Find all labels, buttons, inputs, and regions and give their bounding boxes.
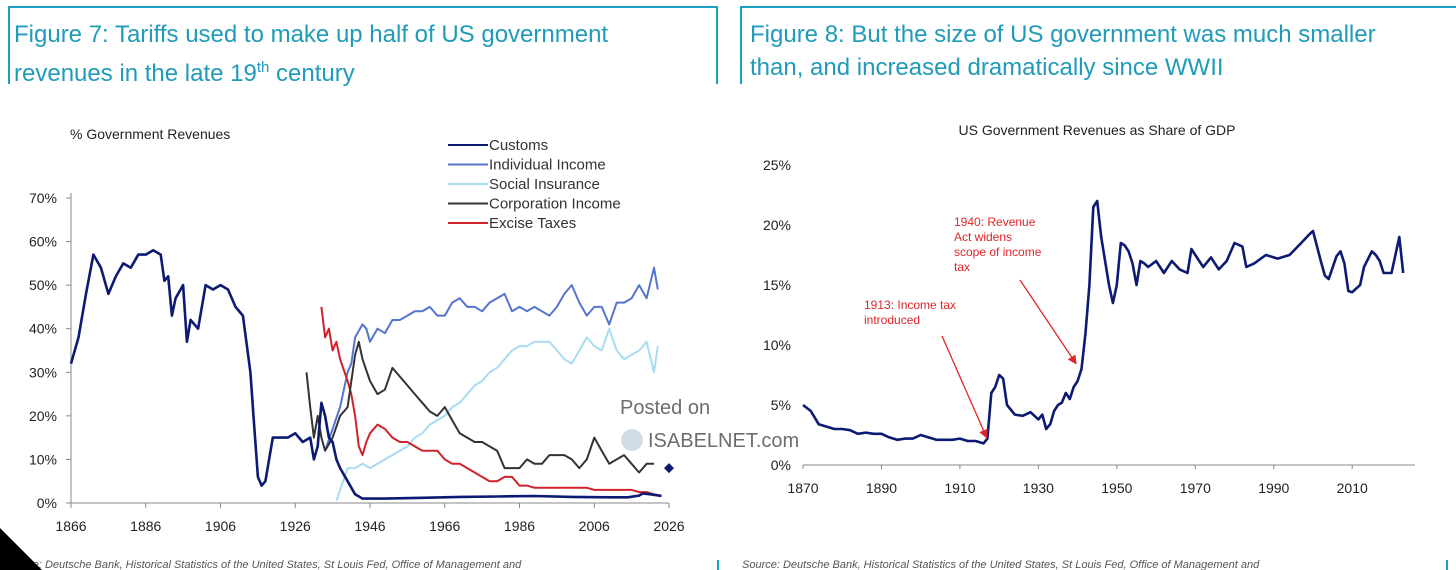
right-x-tick-label: 1910 — [944, 480, 975, 496]
left-y-tick-label: 60% — [29, 234, 57, 250]
right-x-tick-label: 1890 — [866, 480, 897, 496]
series-corporation-income — [305, 340, 654, 474]
series-social-insurance — [335, 327, 659, 502]
legend-label-customs: Customs — [489, 137, 548, 154]
left-chart-title: % Government Revenues — [70, 126, 230, 142]
left-y-tick-label: 50% — [29, 277, 57, 293]
left-title-border — [8, 6, 718, 8]
right-x-tick-label: 1990 — [1258, 480, 1289, 496]
annotation-1940-text: Act widens — [954, 230, 1012, 244]
left-legend: Customs Individual Income Social Insurance… — [448, 137, 621, 232]
left-y-tick-label: 0% — [37, 495, 57, 511]
left-x-tick-label: 1946 — [354, 518, 385, 534]
right-y-tick-label: 0% — [771, 457, 791, 473]
left-x-tick-label: 1906 — [205, 518, 236, 534]
right-chart: 0% 5% 10% 15% 20% 25% 1870 1890 1910 1930 1950 1970… — [763, 157, 1415, 496]
watermark: Posted on ISABELNET.com — [620, 397, 799, 452]
right-x-tick-label: 1870 — [787, 480, 818, 496]
left-x-tick-label: 1966 — [429, 518, 460, 534]
left-y-tick-label: 70% — [29, 190, 57, 206]
right-x-tick-label: 1950 — [1101, 480, 1132, 496]
right-title-border — [740, 6, 1456, 8]
figure8-title-line1: Figure 8: But the size of US government … — [750, 21, 1376, 48]
right-x-tick-label: 1930 — [1023, 480, 1054, 496]
right-title-leftbar — [740, 6, 742, 84]
annotation-1940-text: 1940: Revenue — [954, 215, 1036, 229]
right-y-tick-label: 25% — [763, 157, 791, 173]
series-revenue-share-gdp — [802, 199, 1405, 445]
right-chart-title: US Government Revenues as Share of GDP — [958, 122, 1235, 138]
legend-label-social-insurance: Social Insurance — [489, 176, 600, 193]
left-source-text: Source: Deutsche Bank, Historical Statis… — [4, 559, 522, 570]
legend-label-excise-taxes: Excise Taxes — [489, 215, 576, 232]
annotation-1940-text: tax — [954, 260, 970, 274]
left-y-tick-label: 40% — [29, 321, 57, 337]
series-customs — [69, 249, 662, 500]
figure7-title-sup: th — [256, 59, 270, 76]
left-title-leftbar — [8, 6, 10, 84]
left-x-tick-label: 1886 — [130, 518, 161, 534]
watermark-globe-icon — [621, 429, 643, 451]
left-y-tick-label: 30% — [29, 364, 57, 380]
watermark-line1: Posted on — [620, 397, 710, 419]
source-divider-right — [1446, 560, 1448, 570]
figure7-title-line2: revenues in the late 19th century — [14, 51, 608, 90]
left-x-tick-label: 1986 — [504, 518, 535, 534]
left-title-vbar — [716, 6, 718, 84]
customs-2026-marker — [664, 463, 674, 474]
right-y-tick-label: 15% — [763, 277, 791, 293]
figure7-title: Figure 7: Tariffs used to make up half o… — [14, 18, 608, 90]
right-x-tick-label: 2010 — [1337, 480, 1368, 496]
right-y-tick-label: 20% — [763, 217, 791, 233]
annotation-1913-arrow — [941, 335, 988, 439]
annotation-1913-text: introduced — [864, 313, 920, 327]
annotation-1940-arrow — [1019, 279, 1077, 365]
annotation-1913-text: 1913: Income tax — [864, 298, 956, 312]
figure7-title-line2-pre: revenues in the late 19 — [14, 60, 257, 87]
figure7-title-line1: Figure 7: Tariffs used to make up half o… — [14, 21, 609, 48]
figure8-title: Figure 8: But the size of US government … — [750, 18, 1376, 84]
right-y-tick-label: 10% — [763, 337, 791, 353]
legend-label-corporation-income: Corporation Income — [489, 196, 621, 213]
left-chart: 0% 10% 20% 30% 40% 50% 60% 70% 1866 1886 1906 1926 1… — [29, 190, 685, 534]
left-x-tick-label: 2026 — [653, 518, 684, 534]
right-x-tick-label: 1970 — [1180, 480, 1211, 496]
source-divider — [717, 560, 719, 570]
legend-label-individual-income: Individual Income — [489, 157, 606, 174]
series-individual-income — [324, 266, 659, 452]
left-y-tick-label: 20% — [29, 408, 57, 424]
left-y-tick-label: 10% — [29, 451, 57, 467]
right-y-tick-label: 5% — [771, 397, 791, 413]
left-x-tick-label: 1866 — [55, 518, 86, 534]
right-source-text: Source: Deutsche Bank, Historical Statis… — [742, 559, 1260, 570]
left-x-tick-label: 2006 — [579, 518, 610, 534]
figure8-title-line2: than, and increased dramatically since W… — [750, 54, 1224, 81]
left-x-tick-label: 1926 — [280, 518, 311, 534]
annotation-1940-text: scope of income — [954, 245, 1042, 259]
watermark-line2: ISABELNET.com — [648, 430, 799, 452]
series-excise-taxes — [320, 306, 662, 497]
figure7-title-line2-post: century — [269, 60, 355, 87]
